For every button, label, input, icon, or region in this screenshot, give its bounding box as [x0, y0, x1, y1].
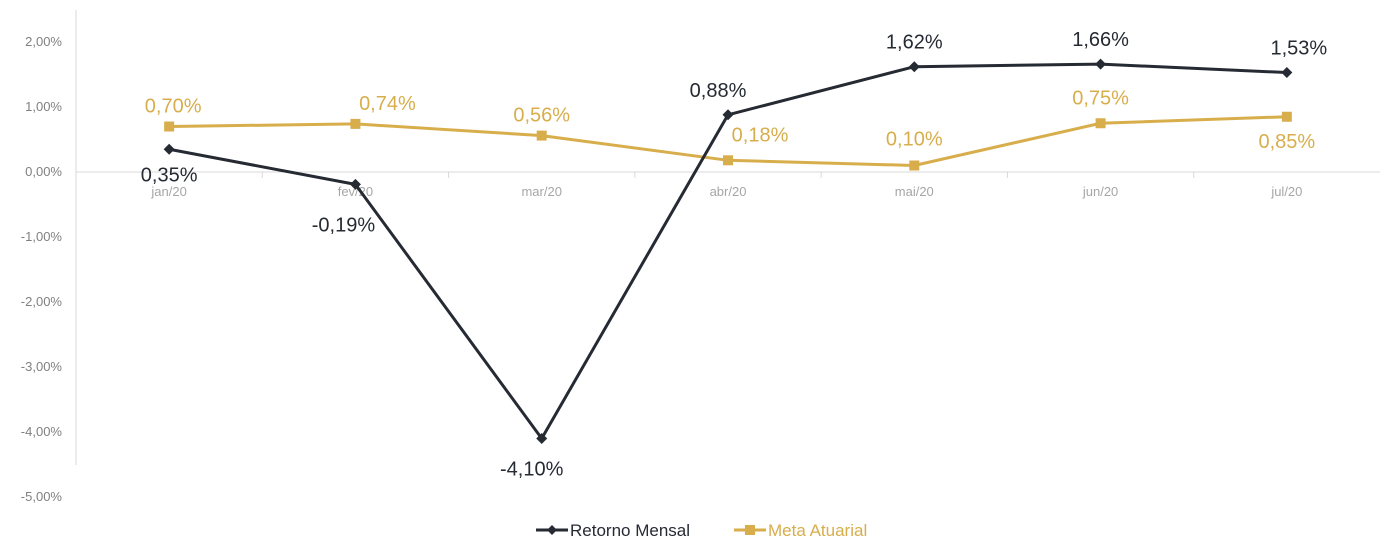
data-point-marker	[1281, 111, 1292, 122]
data-label: -0,19%	[312, 214, 376, 236]
data-point-marker	[349, 178, 361, 190]
data-label: -4,10%	[500, 459, 564, 481]
chart-series	[163, 58, 1293, 444]
data-label: 0,56%	[513, 105, 570, 127]
data-point-marker	[1095, 118, 1106, 129]
data-point-marker	[723, 155, 733, 166]
x-tick-label: jan/20	[150, 184, 186, 199]
data-label: 1,62%	[886, 32, 943, 54]
chart-data-labels: 0,35% -0,19% -4,10% 0,88% 1,62% 1,66% 1,53% 0,7…	[141, 29, 1328, 480]
data-label: 0,35%	[141, 164, 198, 186]
y-tick-label: 0,00%	[25, 164, 62, 179]
data-point-marker	[722, 109, 734, 121]
data-point-marker	[1281, 67, 1293, 79]
x-tick-label: abr/20	[710, 184, 747, 199]
x-tick-label: mar/20	[521, 184, 561, 199]
data-label: 0,10%	[886, 129, 943, 151]
x-tick-label: jul/20	[1270, 184, 1302, 199]
data-label: 0,75%	[1072, 87, 1129, 109]
data-label: 0,85%	[1258, 131, 1315, 153]
legend-marker-square	[745, 525, 755, 535]
data-point-marker	[163, 143, 175, 155]
data-label: 0,88%	[690, 80, 747, 102]
y-tick-label: -4,00%	[21, 424, 63, 439]
data-point-marker	[1095, 58, 1107, 70]
y-tick-label: 1,00%	[25, 99, 62, 114]
x-tick-label: jun/20	[1082, 184, 1118, 199]
data-label: 1,53%	[1270, 38, 1327, 60]
data-label: 0,74%	[359, 93, 416, 115]
y-tick-label: 2,00%	[25, 34, 62, 49]
data-point-marker	[909, 160, 920, 171]
legend-label: Retorno Mensal	[570, 521, 690, 539]
legend-marker-diamond	[547, 525, 557, 535]
data-point-marker	[536, 130, 547, 141]
y-tick-label: -5,00%	[21, 489, 63, 504]
data-label: 1,66%	[1072, 29, 1129, 51]
legend-label: Meta Atuarial	[768, 521, 867, 539]
data-point-marker	[908, 61, 920, 73]
data-point-marker	[536, 433, 548, 444]
y-tick-label: -3,00%	[21, 359, 63, 374]
data-label: 0,70%	[145, 96, 202, 118]
chart-legend: Retorno Mensal Meta Atuarial	[536, 521, 867, 539]
data-label: 0,18%	[732, 124, 789, 146]
x-tick-label: mai/20	[895, 184, 934, 199]
data-point-marker	[350, 118, 361, 129]
y-tick-label: -1,00%	[21, 229, 63, 244]
data-point-marker	[164, 121, 175, 132]
y-tick-label: -2,00%	[21, 294, 63, 309]
